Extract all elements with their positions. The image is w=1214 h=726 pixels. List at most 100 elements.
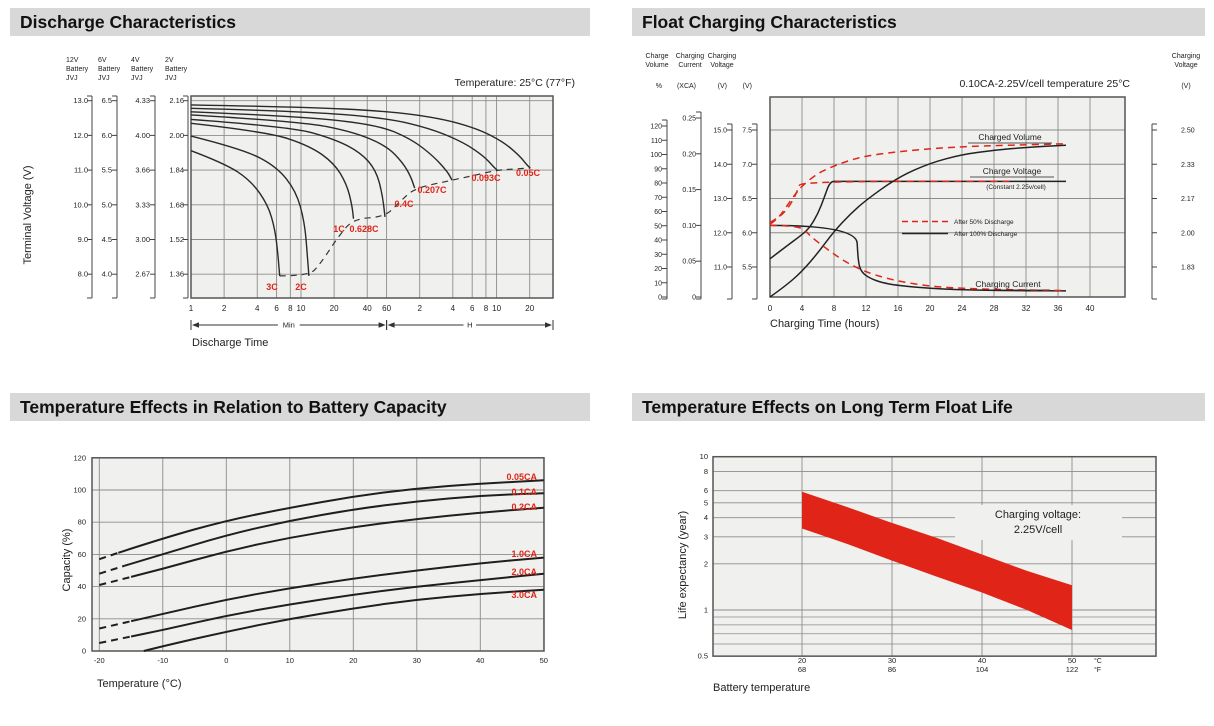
scale-header: 2V [165, 57, 174, 64]
scale-value: 11.0 [74, 166, 88, 175]
scale-value: 20 [654, 266, 662, 273]
scale-value: 1.36 [169, 270, 184, 279]
y-tick-label: 5 [704, 498, 708, 507]
curve-label: Charge Voltage [983, 166, 1042, 176]
x-tick-label: 40 [363, 304, 372, 313]
scale-header: JVJ [66, 75, 78, 82]
scale-value: 30 [654, 252, 662, 259]
curve-label: 1.0CA [511, 549, 537, 559]
scale-value: 3.33 [135, 200, 150, 209]
series-charged-volume-after-100 [769, 144, 1067, 298]
scale-value: 2.33 [1181, 162, 1195, 169]
curve-label: Charging Current [975, 279, 1041, 289]
section-title-float-charging: Float Charging Characteristics [632, 8, 1205, 36]
scale-value: 2.16 [169, 96, 184, 105]
x-tick-label: 0 [768, 304, 773, 313]
scale-header: Battery [98, 66, 121, 73]
scale-value: 1.52 [169, 235, 184, 244]
chart-note: Temperature: 25°C (77°F) [455, 77, 575, 89]
x-tick-label: 20 [525, 304, 534, 313]
x-tick-label: 40 [476, 656, 484, 665]
series-2C [190, 135, 310, 276]
plot-border [190, 95, 554, 299]
series-2.0CA-dashed [99, 635, 132, 644]
curve-label: 0.207C [417, 185, 447, 195]
y-tick-label: 1 [704, 606, 708, 615]
y-tick-label: 100 [73, 486, 86, 495]
scale-value: 6.0 [742, 230, 752, 237]
scale-value: 0.05 [682, 259, 696, 266]
x-tick-label: 40 [1086, 304, 1095, 313]
scale-header: Battery [131, 66, 154, 73]
x-tick-label-celsius: 20 [798, 656, 806, 665]
y-axis-title: Terminal Voltage (V) [22, 165, 34, 264]
scale-value: 5.5 [742, 265, 752, 272]
scale-value: 3.66 [135, 166, 150, 175]
curve-label: 0.093C [471, 173, 501, 183]
y-tick-label: 60 [78, 550, 86, 559]
scale-value: 8.0 [78, 270, 88, 279]
x-tick-label: 2 [417, 304, 422, 313]
x-tick-label: 10 [286, 656, 294, 665]
x-tick-label: 4 [451, 304, 456, 313]
y-tick-label: 20 [78, 614, 86, 623]
chart-note: 0.10CA-2.25V/cell temperature 25°C [959, 78, 1130, 90]
y-tick-label: 8 [704, 467, 708, 476]
x-tick-label: 20 [330, 304, 339, 313]
series-0.05CA-dashed [98, 551, 119, 561]
y-tick-label: 4 [704, 513, 708, 522]
scale-header: Charging [676, 53, 705, 60]
scale-value: 100 [650, 152, 662, 159]
dim-arrow [545, 322, 552, 328]
scale-value: 60 [654, 209, 662, 216]
x-tick-label: 8 [484, 304, 489, 313]
x-tick-label: 50 [540, 656, 548, 665]
curve-label: 3.0CA [511, 590, 537, 600]
series-0.05CA [117, 479, 544, 554]
scale-value: 0.20 [682, 151, 696, 158]
series-charged-volume-after-50 [769, 143, 1067, 225]
scale-header: Battery [165, 66, 188, 73]
x-unit-celsius: °C [1094, 657, 1102, 665]
plot-area [191, 96, 553, 298]
scale-value: 6.5 [102, 96, 112, 105]
x-tick-label: 10 [297, 304, 306, 313]
annotation-bg [955, 505, 1122, 540]
x-tick-label: 24 [958, 304, 967, 313]
scale-value: 0.25 [682, 116, 696, 123]
curve-label: 0.05CA [506, 472, 537, 482]
y-tick-label: 2 [704, 559, 708, 568]
x-unit-fahrenheit: °F [1094, 666, 1101, 674]
plot-border [712, 455, 1157, 657]
y-axis-title: Capacity (%) [61, 529, 73, 592]
x-tick-label-celsius: 50 [1068, 656, 1076, 665]
x-tick-label: 4 [255, 304, 260, 313]
scale-value: 11.0 [714, 265, 727, 272]
scale-value: 2.00 [1181, 230, 1195, 237]
scale-value: 5.0 [102, 200, 112, 209]
y-tick-label: 80 [78, 518, 86, 527]
x-tick-label: 20 [349, 656, 357, 665]
x-tick-label: 28 [990, 304, 999, 313]
discharge-chart: 12VBatteryJVJ13.012.011.010.09.08.06VBat… [22, 57, 575, 349]
x-tick-label: 32 [1022, 304, 1031, 313]
scale-unit: (V) [743, 83, 752, 90]
curve-label: 0.1CA [511, 487, 537, 497]
x-tick-label: -10 [157, 656, 168, 665]
dim-label: H [467, 321, 472, 330]
scale-value: 0.10 [682, 223, 696, 230]
scale-value: 40 [654, 238, 662, 245]
series-0.2CA [130, 506, 544, 578]
legend-label: After 50% Discharge [954, 219, 1014, 226]
scale-value: 50 [654, 223, 662, 230]
scale-value: 1.68 [169, 200, 184, 209]
curve-label: 0.05C [516, 168, 541, 178]
series-0.4C [190, 114, 416, 189]
x-tick-label: 6 [470, 304, 475, 313]
x-tick-label: -20 [94, 656, 105, 665]
x-tick-label: 20 [926, 304, 935, 313]
y-tick-label: 120 [73, 453, 86, 462]
plot-border [91, 457, 545, 652]
scale-header: Charging [1172, 53, 1201, 60]
